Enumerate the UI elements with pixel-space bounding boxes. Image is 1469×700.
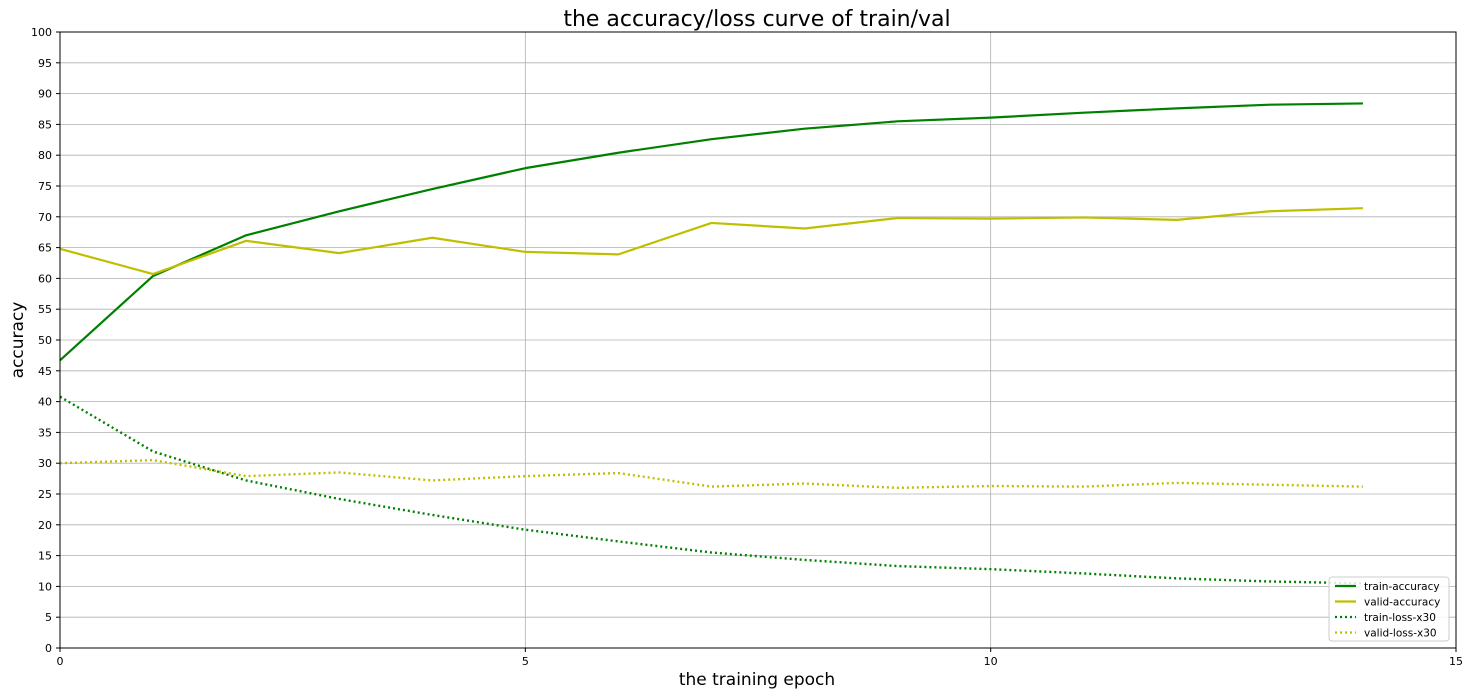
legend-label: valid-accuracy (1364, 597, 1440, 609)
y-tick-label: 90 (38, 88, 52, 101)
y-tick-label: 40 (38, 396, 52, 409)
legend-label: train-accuracy (1364, 581, 1440, 593)
plot-lines (59, 102, 1363, 585)
legend-box (1328, 576, 1450, 642)
y-tick-label: 65 (38, 242, 52, 255)
y-tick-label: 45 (38, 365, 52, 378)
x-tick-label: 0 (57, 655, 64, 668)
x-tick-label: 15 (1449, 655, 1463, 668)
chart-title: the accuracy/loss curve of train/val (563, 7, 950, 32)
axis-ticks: 0510152025303540455055606570758085909510… (31, 26, 1463, 668)
y-tick-label: 50 (38, 334, 52, 347)
legend-label: train-loss-x30 (1364, 612, 1436, 624)
y-tick-label: 100 (31, 26, 52, 39)
y-tick-label: 20 (38, 519, 52, 532)
y-tick-label: 35 (38, 426, 52, 439)
y-tick-label: 85 (38, 118, 52, 131)
y-tick-label: 0 (45, 642, 52, 655)
series-line-valid-accuracy (59, 207, 1363, 276)
y-tick-label: 25 (38, 488, 52, 501)
y-tick-label: 55 (38, 303, 52, 316)
y-tick-label: 70 (38, 211, 52, 224)
series-line-train-accuracy (59, 102, 1363, 362)
y-tick-label: 5 (45, 611, 52, 624)
y-axis-label: accuracy (8, 302, 28, 379)
x-tick-label: 5 (522, 655, 529, 668)
y-tick-label: 80 (38, 149, 52, 162)
y-tick-label: 30 (38, 457, 52, 470)
legend-label: valid-loss-x30 (1364, 628, 1437, 640)
series-line-valid-loss-x30 (59, 458, 1363, 490)
legend: train-accuracy valid-accuracy train-loss-x… (1328, 576, 1450, 642)
y-tick-label: 75 (38, 180, 52, 193)
x-tick-label: 10 (984, 655, 998, 668)
y-tick-label: 95 (38, 57, 52, 70)
series-line-train-loss-x30 (59, 395, 1363, 585)
x-axis-label: the training epoch (679, 670, 835, 690)
y-tick-label: 10 (38, 580, 52, 593)
y-tick-label: 15 (38, 550, 52, 563)
y-tick-label: 60 (38, 272, 52, 285)
grid (59, 31, 1457, 649)
